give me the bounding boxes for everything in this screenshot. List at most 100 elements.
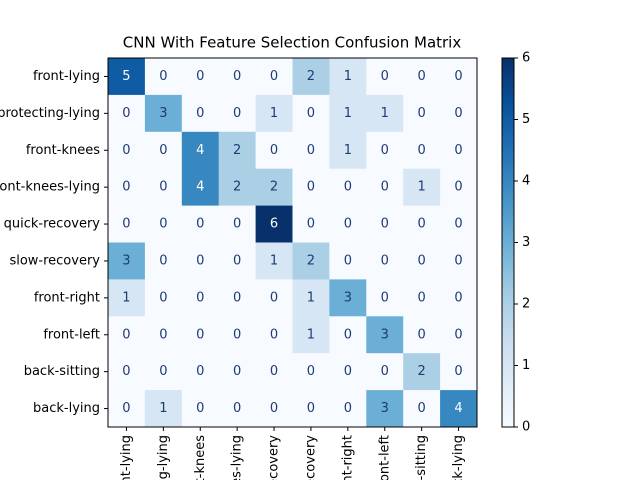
cell-label: 0	[418, 106, 426, 121]
cell-label: 0	[233, 290, 241, 305]
cell-label: 0	[454, 106, 462, 121]
cell-label: 0	[454, 327, 462, 342]
cell	[144, 168, 183, 207]
cell	[403, 131, 441, 170]
cell-label: 1	[159, 401, 167, 416]
cell-label: 0	[196, 364, 204, 379]
y-tick-label: front-knees	[26, 143, 100, 158]
cell-label: 6	[270, 217, 278, 232]
cell-label: 0	[196, 401, 204, 416]
cell-label: 0	[233, 364, 241, 379]
colorbar-tick-label: 4	[522, 174, 530, 189]
frame	[107, 57, 478, 428]
cell-label: 0	[196, 217, 204, 232]
cell	[108, 168, 146, 207]
cell	[329, 168, 367, 207]
colorbar-tick-label: 5	[522, 112, 530, 127]
cell	[440, 58, 478, 96]
cell-label: 0	[454, 253, 462, 268]
cell-label: 0	[196, 327, 204, 342]
cell-label: 1	[122, 290, 130, 305]
cell	[292, 58, 330, 96]
cell	[292, 390, 330, 428]
x-tick-label: front-lying	[119, 435, 134, 480]
cell-label: 0	[418, 69, 426, 84]
cell-label: 1	[344, 143, 352, 158]
cell-label: 0	[270, 327, 278, 342]
cell	[292, 131, 330, 170]
cell-label: 0	[418, 253, 426, 268]
cell	[440, 94, 478, 133]
cell	[218, 279, 257, 317]
cell	[292, 168, 330, 207]
cell	[440, 168, 478, 207]
cell	[181, 168, 220, 207]
cell-label: 0	[344, 180, 352, 195]
cell	[255, 205, 293, 243]
cell-label: 0	[159, 69, 167, 84]
colorbar-tick-label: 3	[522, 235, 530, 250]
x-tick-label: back-sitting	[414, 435, 429, 480]
cell-label: 0	[122, 401, 130, 416]
cell-label: 0	[270, 290, 278, 305]
cell-label: 0	[344, 253, 352, 268]
cell	[255, 168, 293, 207]
cell	[255, 316, 293, 354]
cell-label: 0	[454, 180, 462, 195]
cell-label: 0	[418, 327, 426, 342]
cell	[440, 205, 478, 243]
cell-label: 1	[344, 106, 352, 121]
cell-label: 0	[122, 217, 130, 232]
cell	[255, 353, 293, 391]
cell-label: 0	[418, 290, 426, 305]
cell-label: 0	[307, 106, 315, 121]
cell-label: 0	[418, 143, 426, 158]
cell-label: 0	[454, 69, 462, 84]
cell-label: 1	[307, 327, 315, 342]
cell-label: 2	[307, 69, 315, 84]
cell-label: 0	[270, 69, 278, 84]
cell	[108, 353, 146, 391]
x-tick-label: front-left	[377, 435, 392, 480]
cell	[366, 94, 404, 133]
y-tick-label: protecting-lying	[0, 106, 100, 121]
cell-label: 0	[454, 217, 462, 232]
cell-label: 0	[381, 69, 389, 84]
y-tick-label: front-left	[43, 327, 100, 342]
cell-label: 0	[196, 106, 204, 121]
cell	[366, 168, 404, 207]
cell	[329, 205, 367, 243]
cell	[403, 94, 441, 133]
colorbar	[501, 57, 515, 428]
cell	[255, 390, 293, 428]
cell	[329, 242, 367, 280]
cell-label: 0	[418, 401, 426, 416]
cell	[144, 94, 183, 133]
cell-label: 4	[454, 401, 462, 416]
cell	[440, 279, 478, 317]
cell	[218, 316, 257, 354]
cell	[255, 279, 293, 317]
colorbar-tick-label: 1	[522, 358, 530, 373]
cell	[108, 58, 146, 96]
cell	[181, 353, 220, 391]
cell-label: 0	[418, 217, 426, 232]
cell-label: 0	[159, 327, 167, 342]
cell	[255, 58, 293, 96]
cell-label: 1	[270, 253, 278, 268]
cell	[292, 205, 330, 243]
cell-label: 0	[233, 253, 241, 268]
cell-label: 0	[270, 364, 278, 379]
cell	[329, 58, 367, 96]
cell	[403, 205, 441, 243]
cell-label: 3	[122, 253, 130, 268]
cell	[255, 131, 293, 170]
cell	[292, 242, 330, 280]
cell-label: 0	[454, 364, 462, 379]
cell	[144, 353, 183, 391]
cell-label: 0	[344, 327, 352, 342]
cell	[218, 390, 257, 428]
cell-label: 1	[418, 180, 426, 195]
cell-label: 1	[270, 106, 278, 121]
